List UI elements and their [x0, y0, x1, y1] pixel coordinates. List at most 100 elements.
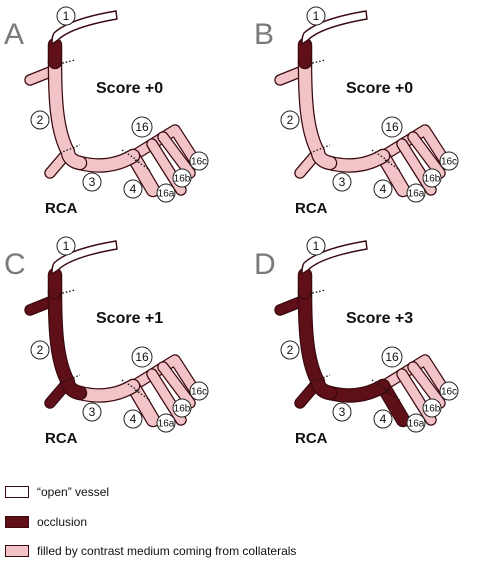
segment-3-marker: [332, 402, 352, 422]
score-label: Score +1: [96, 310, 163, 327]
panel-letter: A: [4, 18, 24, 51]
segment-16-label: 16: [385, 120, 399, 134]
segment-boundary-marker-2: [59, 144, 81, 154]
segment-16-branch-3: [408, 132, 445, 178]
segment-16a-marker: [156, 413, 176, 433]
segment-3-label: 3: [339, 175, 346, 189]
segment-boundary-marker-4: [384, 159, 401, 171]
segment-1-label: 1: [63, 9, 70, 23]
segment-16b-marker: [172, 398, 192, 418]
segment-1-label: 1: [63, 239, 70, 253]
segment-4-label: 4: [130, 412, 137, 426]
segment-2-label: 2: [37, 343, 44, 357]
segment-16a-marker: [156, 183, 176, 203]
segment-16-marker: [381, 346, 403, 368]
segment-boundary-marker-3: [371, 379, 391, 393]
segment-16b-label: 16b: [174, 404, 191, 415]
segment-16-branch-1: [378, 125, 450, 166]
segment-4-label: 4: [380, 182, 387, 196]
segment-4-marker: [373, 179, 393, 199]
score-label: Score +0: [96, 80, 163, 97]
segment-2: [299, 56, 336, 169]
segment-16c-label: 16c: [441, 157, 457, 168]
vessel-label: RCA: [45, 430, 78, 447]
score-label: Score +0: [346, 80, 413, 97]
segment-1-marker: [56, 6, 76, 26]
segment-3-label: 3: [89, 405, 96, 419]
vessel-label: RCA: [295, 430, 328, 447]
vessel-label: RCA: [45, 200, 78, 217]
segment-2-label: 2: [37, 113, 44, 127]
segment-16-label: 16: [135, 350, 149, 364]
segment-1-label: 1: [313, 239, 320, 253]
segment-16-label: 16: [135, 120, 149, 134]
segment-16b-label: 16b: [424, 404, 441, 415]
segment-4-marker: [123, 179, 143, 199]
panel-letter: D: [254, 248, 276, 281]
legend-item-filled: filled by contrast medium coming from co…: [5, 542, 296, 560]
legend-swatch-open: [5, 486, 29, 498]
segment-16-branch-3: [158, 362, 195, 408]
segment-16a-label: 16a: [158, 419, 175, 430]
legend-label-occlusion: occlusion: [37, 515, 88, 529]
segment-boundary-marker-1: [58, 289, 76, 295]
segment-boundary-marker-4: [134, 159, 151, 171]
segment-2: [299, 286, 336, 399]
segment-16a-marker: [406, 413, 426, 433]
score-label: Score +3: [346, 310, 413, 327]
segment-boundary-marker-4: [134, 389, 151, 401]
segment-2: [49, 286, 86, 399]
segment-boundary-marker-1: [58, 59, 76, 65]
segment-16a-label: 16a: [408, 419, 425, 430]
segment-16-label: 16: [385, 350, 399, 364]
segment-4-marker: [123, 409, 143, 429]
segment-16a-marker: [406, 183, 426, 203]
segment-16-branch-1: [128, 355, 200, 396]
segment-1-open: [301, 240, 368, 276]
segment-1-label: 1: [313, 9, 320, 23]
segment-1-marker: [306, 236, 326, 256]
segment-16-branch-3: [408, 362, 445, 408]
segment-2-label: 2: [287, 113, 294, 127]
segment-3-marker: [332, 172, 352, 192]
segment-16c-label: 16c: [191, 387, 207, 398]
segment-boundary-marker-2: [309, 374, 331, 384]
segment-boundary-marker-3: [371, 149, 391, 163]
segment-2-label: 2: [287, 343, 294, 357]
segment-2-marker: [30, 340, 50, 360]
segment-1-marker: [56, 236, 76, 256]
legend-item-open: “open” vessel: [5, 483, 109, 501]
segment-boundary-marker-3: [121, 149, 141, 163]
segment-2-marker: [30, 110, 50, 130]
segment-16c-marker: [439, 381, 459, 401]
legend-swatch-filled: [5, 545, 29, 557]
segment-16a-label: 16a: [408, 189, 425, 200]
segment-16c-label: 16c: [441, 387, 457, 398]
segment-1-marker: [306, 6, 326, 26]
segment-3-label: 3: [89, 175, 96, 189]
segment-16b-marker: [422, 398, 442, 418]
segment-16-branch-3: [158, 132, 195, 178]
segment-boundary-marker-2: [59, 374, 81, 384]
segment-boundary-marker-2: [309, 144, 331, 154]
segment-4-label: 4: [380, 412, 387, 426]
segment-16c-marker: [439, 151, 459, 171]
segment-boundary-marker-1: [308, 59, 326, 65]
legend-item-occlusion: occlusion: [5, 513, 87, 531]
legend-label-filled: filled by contrast medium coming from co…: [37, 544, 297, 558]
panel-letter: C: [4, 248, 26, 281]
segment-3-marker: [82, 172, 102, 192]
segment-3-marker: [82, 402, 102, 422]
segment-2: [49, 56, 86, 169]
segment-16c-marker: [189, 151, 209, 171]
segment-16a-label: 16a: [158, 189, 175, 200]
segment-16b-label: 16b: [424, 174, 441, 185]
segment-16b-marker: [172, 168, 192, 188]
segment-4-label: 4: [130, 182, 137, 196]
segment-16-branch-1: [128, 125, 200, 166]
segment-16b-label: 16b: [174, 174, 191, 185]
